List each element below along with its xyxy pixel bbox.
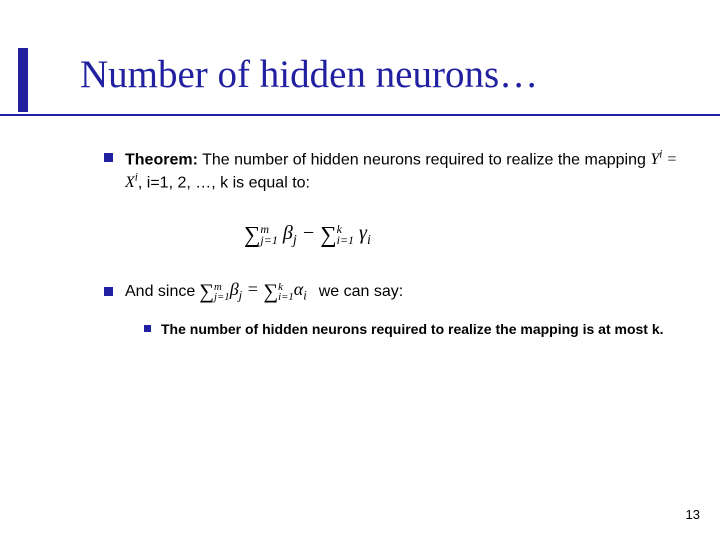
since-inline-formula: ∑mj=1βj = ∑ki=1αi	[199, 279, 306, 304]
theorem-pretext: The number of hidden neurons required to…	[198, 151, 650, 168]
theorem-posttext: , i=1, 2, …, k is equal to:	[138, 174, 310, 191]
bullet-item-since: And since ∑mj=1βj = ∑ki=1αi we can say:	[104, 279, 684, 304]
page-number: 13	[686, 507, 700, 522]
theorem-text: Theorem: The number of hidden neurons re…	[125, 148, 684, 194]
accent-bar	[18, 48, 28, 112]
bullet-item-theorem: Theorem: The number of hidden neurons re…	[104, 148, 684, 194]
theorem-label: Theorem:	[125, 151, 198, 168]
sub-bullet-text: The number of hidden neurons required to…	[161, 320, 664, 339]
sub-bullet-item: The number of hidden neurons required to…	[144, 320, 684, 339]
square-bullet-icon	[104, 287, 113, 296]
title-underline	[0, 114, 720, 116]
since-posttext: we can say:	[319, 281, 403, 303]
square-bullet-icon	[104, 153, 113, 162]
square-bullet-icon	[144, 325, 151, 332]
since-pretext: And since	[125, 281, 195, 303]
content-area: Theorem: The number of hidden neurons re…	[104, 148, 684, 339]
center-formula: ∑mj=1 βj − ∑ki=1 γi	[244, 222, 684, 249]
slide-title: Number of hidden neurons…	[80, 52, 538, 97]
